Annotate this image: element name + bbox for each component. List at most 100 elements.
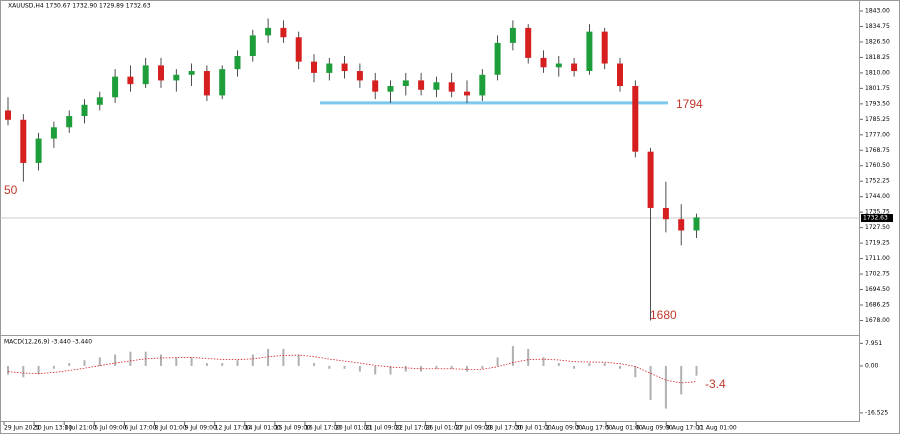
y-tick-label: 1818.25 <box>865 54 890 61</box>
candle-body <box>601 31 608 64</box>
x-tick-label: 30 Jun 13:00 <box>34 425 72 432</box>
candle-body <box>448 82 455 92</box>
macd-bar <box>37 365 40 375</box>
x-tick-label: 2 Aug 09:00 <box>546 425 583 432</box>
y-tick-label: -16.525 <box>865 409 888 416</box>
macd-bar <box>251 354 254 366</box>
x-tick-label: 20 Jul 01:00 <box>335 425 371 432</box>
x-tick-label: 27 Jul 09:00 <box>456 425 492 432</box>
annotation: 1794 <box>676 97 703 111</box>
candle-body <box>203 71 210 96</box>
macd-bar <box>527 348 530 366</box>
candle-body <box>464 91 470 96</box>
macd-bar <box>267 348 270 366</box>
candle-body <box>173 74 180 81</box>
x-tick-label: 5 Aug 01:00 <box>606 425 643 432</box>
y-tick-label: 1702.75 <box>865 271 890 278</box>
candle-body <box>112 76 119 98</box>
macd-bar <box>160 354 162 366</box>
candle-body <box>662 207 669 220</box>
candle-body <box>647 151 654 208</box>
macd-bar <box>389 365 392 375</box>
macd-bar <box>297 354 300 366</box>
candle-body <box>5 110 11 120</box>
y-tick-label: 1752.25 <box>865 178 890 185</box>
macd-bar <box>588 363 591 366</box>
y-tick-label: 1760.50 <box>865 162 890 169</box>
macd-bar <box>68 363 71 366</box>
candle-body <box>20 119 27 163</box>
macd-bar <box>129 351 132 366</box>
y-tick-label: 1727.50 <box>865 224 890 231</box>
candle-body <box>341 63 348 72</box>
candle-body <box>571 63 578 72</box>
macd-bar <box>374 365 377 375</box>
macd-bar <box>603 363 606 366</box>
macd-title: MACD(12,26,9) -3.440 -3.440 <box>4 339 92 346</box>
candle-body <box>127 76 134 85</box>
macd-bar <box>221 363 224 366</box>
candle-body <box>188 71 195 75</box>
macd-bar <box>557 363 560 366</box>
candle-body <box>81 104 88 117</box>
macd-bar <box>98 357 101 366</box>
candle-body <box>234 56 241 70</box>
macd-bar <box>435 365 438 369</box>
y-tick-label: 1768.75 <box>865 147 890 154</box>
candle-body <box>66 116 73 128</box>
macd-bar <box>542 357 545 366</box>
candle-body <box>35 138 42 163</box>
current-price-label: 1732.63 <box>863 215 888 222</box>
candle-body <box>525 27 532 58</box>
candle-body <box>96 97 103 105</box>
macd-bar <box>205 363 208 366</box>
candle-body <box>540 57 547 68</box>
y-tick-label: 1843.00 <box>865 8 890 15</box>
candle-body <box>280 27 287 38</box>
candle-body <box>555 63 562 68</box>
macd-bar <box>114 354 117 366</box>
candle-body <box>693 217 700 231</box>
candle-body <box>586 31 593 72</box>
candle-body <box>265 27 272 36</box>
y-tick-label: 1793.50 <box>865 100 890 107</box>
x-tick-label: 16 Jul 17:00 <box>305 425 341 432</box>
candle-body <box>402 80 409 87</box>
y-tick-label: 7.951 <box>865 340 882 347</box>
x-tick-label: 11 Aug 01:00 <box>696 425 737 432</box>
candle-body <box>494 42 501 75</box>
x-tick-label: 8 Jul 01:00 <box>155 425 187 432</box>
macd-bar <box>466 365 468 372</box>
x-tick-label: 3 Aug 17:00 <box>576 425 613 432</box>
macd-bar <box>481 365 484 369</box>
macd-bar <box>7 365 9 375</box>
x-tick-label: 1 Jul 21:00 <box>64 425 96 432</box>
macd-bar <box>619 365 621 369</box>
macd-bar <box>496 357 499 366</box>
candle-body <box>479 74 486 96</box>
candle-body <box>433 82 440 90</box>
macd-bar <box>236 360 239 366</box>
macd-bar <box>450 365 453 369</box>
macd-bar <box>190 357 193 366</box>
candle-body <box>249 35 256 57</box>
y-tick-label: 0.00 <box>865 362 879 369</box>
x-tick-label: 29 Jun 2021 <box>4 425 40 432</box>
y-tick-label: 1826.50 <box>865 38 890 45</box>
macd-bar <box>511 346 514 366</box>
x-tick-label: 6 Aug 09:00 <box>636 425 673 432</box>
macd-bar <box>22 365 25 378</box>
annotation: 1680 <box>650 308 677 322</box>
candle-body <box>678 219 685 231</box>
signal-line <box>7 354 697 384</box>
candle-body <box>311 61 317 73</box>
candle-body <box>617 63 623 87</box>
x-tick-label: 12 Jul 17:00 <box>215 425 251 432</box>
candle-body <box>158 65 164 81</box>
macd-bar <box>634 365 637 378</box>
macd-bar <box>328 365 331 369</box>
y-tick-label: 1735.75 <box>865 209 890 216</box>
macd-bar <box>695 365 698 376</box>
y-tick-label: 1694.50 <box>865 286 890 293</box>
